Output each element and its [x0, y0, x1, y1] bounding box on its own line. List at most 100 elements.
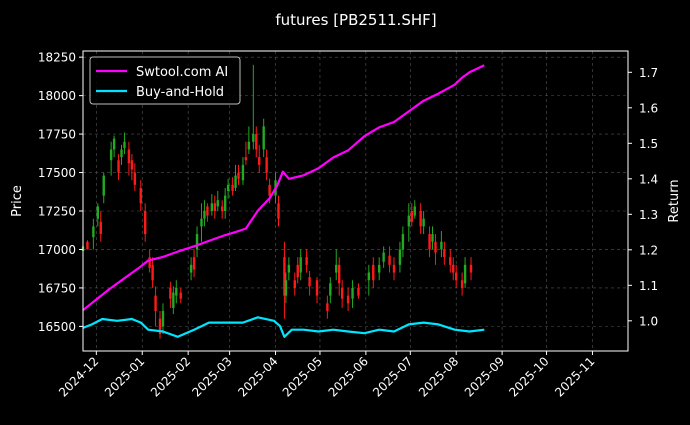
- y-axis-right: 1.0 1.1 1.2 1.3 1.4 1.5 1.6 1.7: [628, 66, 658, 328]
- candle-body: [443, 249, 446, 258]
- candle-body: [247, 141, 251, 150]
- y-tick-label-left: 18250: [38, 51, 76, 65]
- candle-body: [440, 241, 443, 250]
- candlesticks: [81, 64, 473, 339]
- y-tick-label-left: 18000: [38, 89, 76, 103]
- candle-body: [231, 184, 234, 191]
- candle-body: [258, 157, 261, 165]
- candle-body: [452, 264, 455, 273]
- candle-body: [203, 211, 206, 219]
- y-axis-label-left: Price: [10, 185, 25, 217]
- candle-body: [410, 211, 413, 222]
- candle-body: [308, 277, 311, 287]
- candle-body: [407, 215, 411, 227]
- candle-body: [268, 184, 271, 196]
- y-tick-label-right: 1.5: [639, 137, 658, 151]
- y-tick-label-right: 1.3: [639, 208, 658, 222]
- candle-body: [161, 311, 165, 327]
- candle-body: [109, 149, 113, 161]
- y-axis-label-right: Return: [667, 179, 682, 222]
- candle-body: [195, 234, 199, 250]
- candle-body: [305, 257, 308, 265]
- candle-body: [265, 157, 268, 173]
- candle-body: [351, 287, 354, 299]
- candle-body: [144, 211, 147, 235]
- candle-body: [463, 264, 467, 284]
- legend-label-ai: Swtool.com AI: [136, 65, 228, 80]
- candle-body: [154, 295, 157, 311]
- y-tick-label-left: 17500: [38, 166, 76, 180]
- candle-body: [335, 264, 338, 273]
- candle-body: [346, 295, 350, 304]
- candle-body: [179, 292, 182, 299]
- candle-body: [398, 249, 402, 265]
- candle-body: [117, 160, 120, 173]
- y-axis-left: 16500 16750 17000 17250 17500 17750 18000 18250: [38, 51, 83, 334]
- candle-body: [431, 234, 434, 242]
- candle-body: [388, 255, 391, 265]
- candle-body: [255, 134, 258, 150]
- candle-body: [139, 187, 142, 204]
- y-tick-label-right: 1.1: [639, 279, 658, 293]
- candle-body: [216, 200, 219, 207]
- candle-body: [206, 206, 209, 216]
- candle-body: [123, 141, 126, 148]
- y-tick-label-left: 17750: [38, 128, 76, 142]
- y-tick-label-left: 16750: [38, 281, 76, 295]
- candle-body: [413, 206, 416, 216]
- candle-body: [244, 157, 248, 161]
- candle-body: [130, 160, 134, 170]
- candle-body: [192, 257, 196, 270]
- candle-body: [223, 195, 227, 211]
- y-tick-label-right: 1.6: [639, 101, 658, 115]
- series-line-ai: [82, 64, 485, 312]
- candle-body: [377, 264, 381, 273]
- candle-body: [127, 149, 131, 164]
- candle-body: [283, 257, 286, 296]
- candle-body: [299, 257, 302, 273]
- candle-body: [213, 203, 217, 211]
- candle-body: [96, 206, 100, 219]
- candle-body: [455, 272, 458, 281]
- candle-body: [428, 234, 431, 250]
- legend: Swtool.com AI Buy-and-Hold: [89, 56, 241, 105]
- candle-body: [329, 283, 332, 296]
- candle-body: [151, 264, 154, 281]
- candle-body: [99, 221, 102, 235]
- y-tick-label-right: 1.7: [639, 66, 658, 80]
- candle-body: [102, 175, 105, 196]
- candle-body: [469, 264, 473, 273]
- candle-body: [200, 218, 203, 227]
- candle-body: [392, 264, 396, 273]
- candle-body: [262, 126, 265, 150]
- candle-body: [449, 257, 452, 265]
- legend-label-bh: Buy-and-Hold: [136, 85, 224, 100]
- candle-body: [252, 134, 255, 142]
- chart-title: futures [PB2511.SHF]: [275, 11, 436, 29]
- candle-body: [189, 264, 193, 273]
- series-lines: [82, 64, 485, 338]
- candle-body: [315, 280, 319, 296]
- candle-body: [92, 226, 95, 238]
- candle-body: [237, 172, 240, 179]
- candle-body: [401, 234, 405, 250]
- candle-body: [172, 292, 175, 308]
- candle-body: [434, 241, 437, 253]
- y-tick-label-right: 1.2: [639, 243, 658, 257]
- candle-body: [226, 184, 230, 191]
- series-line-buy-and-hold: [82, 316, 485, 338]
- candle-body: [175, 287, 178, 296]
- candle-body: [326, 303, 329, 311]
- y-tick-label-right: 1.0: [639, 314, 658, 328]
- candle-body: [460, 280, 464, 288]
- y-tick-label-right: 1.4: [639, 172, 658, 186]
- plot-frame: [82, 50, 629, 352]
- candle-body: [112, 138, 116, 150]
- candle-body: [419, 211, 422, 227]
- candle-body: [296, 264, 299, 278]
- candle-body: [158, 318, 162, 335]
- candle-body: [284, 280, 288, 296]
- candle-body: [234, 175, 237, 188]
- candle-body: [210, 203, 214, 211]
